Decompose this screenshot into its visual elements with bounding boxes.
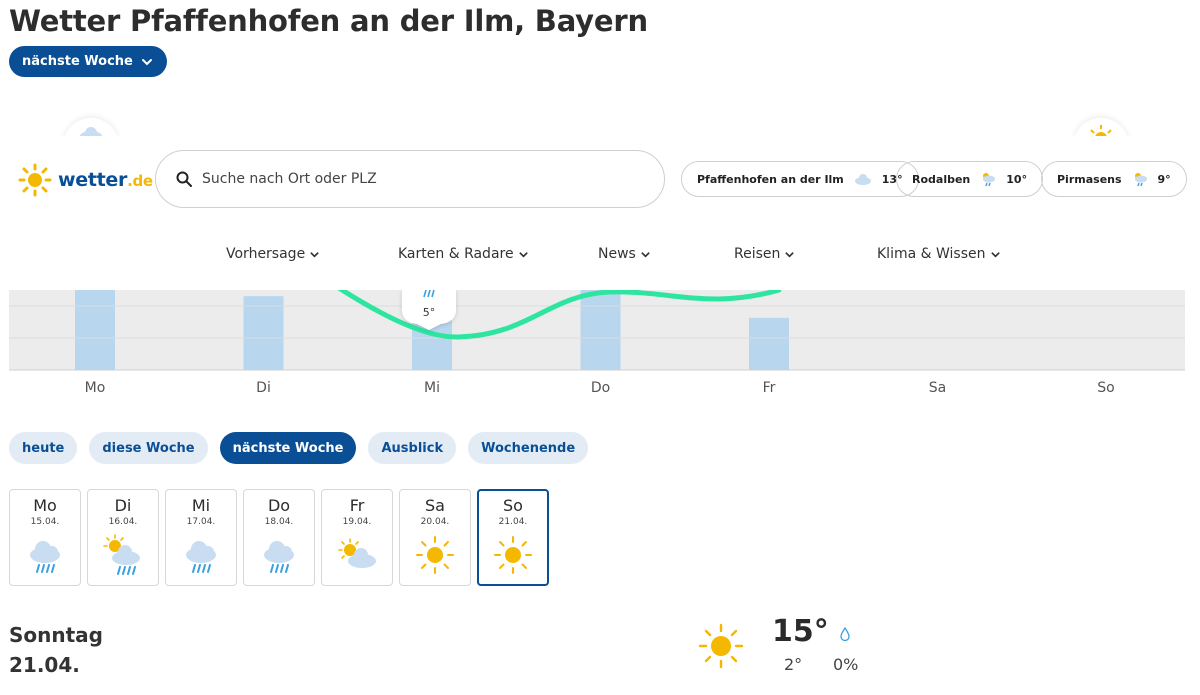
- day-card-name: Mi: [191, 496, 211, 515]
- day-card-fr[interactable]: Fr 19.04.: [321, 489, 393, 586]
- day-card-name: Do: [267, 496, 291, 515]
- axis-day-label: Fr: [762, 380, 776, 396]
- day-card-do[interactable]: Do 18.04.: [243, 489, 315, 586]
- temperature-line: [336, 285, 782, 340]
- precipitation-probability: 0%: [833, 655, 859, 674]
- axis-day-label: Di: [256, 380, 271, 396]
- chevron-down-icon: [641, 251, 650, 258]
- chevron-down-icon: [141, 58, 152, 65]
- logo[interactable]: wetter.de: [18, 163, 153, 197]
- cloud-rain-icon: [30, 541, 60, 573]
- favorite-location-pirmasens[interactable]: Pirmasens 9°: [1041, 161, 1187, 197]
- tab-wochenende[interactable]: Wochenende: [468, 432, 589, 464]
- day-card-so[interactable]: So 21.04.: [477, 489, 549, 586]
- precip-bar-fr: [749, 317, 789, 370]
- chart-day-axis: Mo Di Mi Do Fr Sa So: [9, 380, 1185, 398]
- search-bar[interactable]: [155, 150, 665, 208]
- rain-icon: [423, 289, 435, 298]
- day-card-name: So: [503, 496, 523, 515]
- search-icon: [176, 171, 192, 187]
- day-card-di[interactable]: Di 16.04.: [87, 489, 159, 586]
- logo-text: wetter.de: [58, 169, 153, 191]
- chevron-down-icon: [518, 251, 528, 258]
- cloud-rain-icon: [264, 541, 294, 573]
- chevron-down-icon: [990, 251, 1000, 258]
- page-title: Wetter Pfaffenhofen an der Ilm, Bayern: [9, 4, 648, 38]
- cloud-rain-icon: [186, 541, 216, 573]
- axis-day-label: Sa: [928, 380, 947, 396]
- day-card-name: Di: [114, 496, 132, 515]
- sun-cloud-icon: [338, 538, 376, 568]
- axis-day-label: Mi: [424, 380, 440, 396]
- sun-icon: [698, 623, 744, 669]
- axis-day-label: Mo: [84, 380, 106, 396]
- temp-max: 15°: [772, 614, 829, 649]
- day-card-date: 16.04.: [108, 517, 138, 527]
- day-card-date: 18.04.: [264, 517, 294, 527]
- chevron-down-icon: [785, 251, 795, 258]
- day-card-date: 17.04.: [186, 517, 216, 527]
- sun-logo-icon: [18, 163, 52, 197]
- day-card-date: 20.04.: [420, 517, 450, 527]
- mi-temp-label: 5°: [423, 306, 436, 319]
- day-card-name: Mo: [33, 496, 57, 515]
- nav-news[interactable]: News: [598, 244, 651, 264]
- detail-weekday: Sonntag: [9, 623, 103, 647]
- precip-bar-di: [243, 296, 284, 370]
- sun-icon: [494, 536, 532, 574]
- range-dropdown-label: nächste Woche: [22, 54, 133, 69]
- day-card-name: Fr: [349, 496, 365, 515]
- sun-cloud-rain-icon: [1134, 173, 1147, 187]
- tab-diese-woche[interactable]: diese Woche: [89, 432, 208, 464]
- detail-date: Sonntag 21.04.: [9, 620, 103, 680]
- day-cards: Mo 15.04. Di 16.04. Mi 17.04. Do 18.04. Fr 19.04.…: [9, 489, 549, 586]
- sun-cloud-rain-icon: [983, 173, 996, 187]
- temp-min: 2°: [784, 655, 803, 674]
- day-card-sa[interactable]: Sa 20.04.: [399, 489, 471, 586]
- nav-vorhersage[interactable]: Vorhersage: [226, 244, 320, 264]
- period-tabs: heute diese Woche nächste Woche Ausblick Woc…: [9, 432, 589, 464]
- axis-day-label: Do: [590, 380, 611, 396]
- range-dropdown[interactable]: nächste Woche: [9, 46, 167, 77]
- tab-heute[interactable]: heute: [9, 432, 78, 464]
- tab-naechste-woche[interactable]: nächste Woche: [219, 432, 357, 464]
- day-card-name: Sa: [425, 496, 445, 515]
- detail-date-value: 21.04.: [9, 653, 80, 677]
- nav-klima-wissen[interactable]: Klima & Wissen: [877, 244, 1001, 264]
- day-card-mo[interactable]: Mo 15.04.: [9, 489, 81, 586]
- axis-day-label: So: [1097, 380, 1115, 396]
- sun-icon: [416, 536, 454, 574]
- nav-reisen[interactable]: Reisen: [734, 244, 795, 264]
- day-card-date: 15.04.: [30, 517, 60, 527]
- day-card-date: 19.04.: [342, 517, 372, 527]
- favorite-location-pfaffenhofen[interactable]: Pfaffenhofen an der Ilm 13°: [681, 161, 919, 197]
- day-card-mi[interactable]: Mi 17.04.: [165, 489, 237, 586]
- chevron-down-icon: [310, 251, 319, 258]
- site-header: wetter.de Pfaffenhofen an der Ilm 13° Ro…: [0, 136, 1200, 290]
- favorite-location-rodalben[interactable]: Rodalben 10°: [896, 161, 1044, 197]
- mi-temp-marker: 5°: [402, 289, 456, 330]
- sun-cloud-rain-icon: [103, 534, 140, 575]
- cloud-icon: [854, 174, 871, 185]
- nav-karten-radare[interactable]: Karten & Radare: [398, 244, 529, 264]
- day-card-date: 21.04.: [498, 517, 528, 527]
- search-input[interactable]: [202, 171, 622, 187]
- tab-ausblick[interactable]: Ausblick: [368, 432, 457, 464]
- raindrop-icon: [840, 627, 850, 641]
